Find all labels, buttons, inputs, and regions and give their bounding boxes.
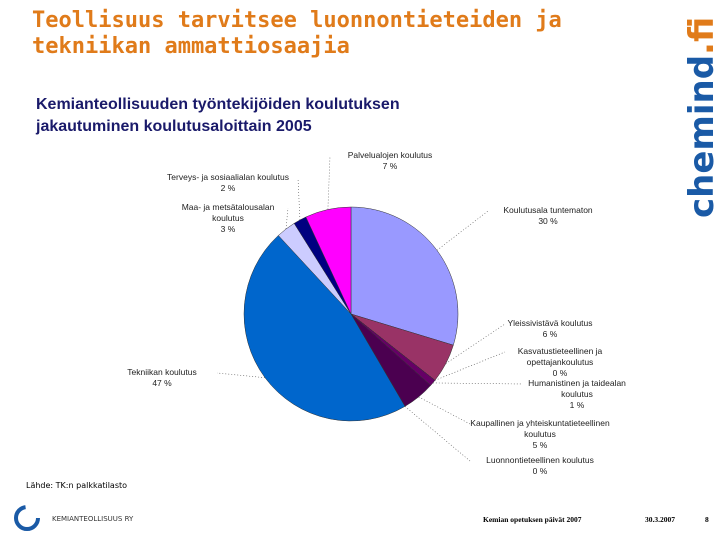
leader-line	[285, 207, 289, 230]
value-label: 47 %	[152, 378, 172, 388]
org-logo-icon	[14, 505, 40, 531]
category-label: Tekniikan koulutus	[127, 367, 197, 377]
category-label: Yleissivistävä koulutus	[507, 318, 593, 328]
category-label: Maa- ja metsätalousalan koulutus	[181, 202, 275, 223]
page-number: 8	[705, 515, 709, 524]
pie-slice	[243, 235, 406, 422]
leader-line	[297, 177, 301, 220]
leader-line	[434, 351, 506, 381]
source: Lähde: TK:n palkkatilasto	[26, 481, 128, 490]
value-label: 0 %	[532, 466, 548, 476]
leader-line	[216, 372, 266, 378]
slice-label: Palvelualojen koulutus 7 %	[330, 150, 450, 172]
slice-label: Humanistinen ja taidealan koulutus 1 %	[522, 378, 632, 411]
pie-slice	[305, 206, 352, 315]
leader-line	[404, 406, 471, 462]
pie-slice	[350, 206, 459, 346]
category-label: Koulutusala tuntematon	[503, 205, 593, 215]
value-label: 5 %	[532, 440, 548, 450]
slice-label: Luonnontieteellinen koulutus 0 %	[470, 455, 610, 477]
category-label: Luonnontieteellinen koulutus	[486, 455, 594, 465]
category-label: Palvelualojen koulutus	[347, 150, 433, 160]
chart-title: Kemianteollisuuden työntekijöiden koulut…	[36, 94, 400, 138]
value-label: 30 %	[538, 216, 558, 226]
value-label: 7 %	[382, 161, 398, 171]
value-label: 0 %	[552, 368, 568, 378]
category-label: Kaupallinen ja yhteiskuntatieteellinen k…	[470, 418, 610, 439]
category-label: Terveys- ja sosiaalialan koulutus	[167, 172, 289, 182]
category-label: Kasvatustieteellinen ja opettajankoulutu…	[517, 346, 603, 367]
org-name: KEMIANTEOLLISUUS RY	[52, 515, 134, 523]
value-label: 2 %	[220, 183, 236, 193]
slide-title: Teollisuus tarvitsee luonnontieteiden ja…	[32, 8, 562, 60]
leader-line	[418, 396, 471, 425]
slice-label: Maa- ja metsätalousalan koulutus 3 %	[168, 202, 288, 235]
chart-title-line: Kemianteollisuuden työntekijöiden koulut…	[36, 96, 400, 113]
title-line: Teollisuus tarvitsee luonnontieteiden ja	[32, 8, 562, 33]
value-label: 1 %	[569, 400, 585, 410]
slice-label: Tekniikan koulutus 47 %	[107, 367, 217, 389]
chart-title-line: jakautuminen koulutusaloittain 2005	[36, 118, 312, 135]
slice-label: Terveys- ja sosiaalialan koulutus 2 %	[158, 172, 298, 194]
date: 30.3.2007	[645, 515, 675, 524]
slice-label: Yleissivistävä koulutus 6 %	[505, 318, 595, 340]
event: Kemian opetuksen päivät 2007	[483, 515, 582, 524]
value-label: 3 %	[220, 224, 236, 234]
slice-label: Kasvatustieteellinen ja opettajankoulutu…	[505, 346, 615, 379]
slice-label: Koulutusala tuntematon 30 %	[488, 205, 608, 227]
title-line: tekniikan ammattiosaajia	[32, 34, 350, 59]
leader-line	[432, 382, 523, 385]
slice-label: Kaupallinen ja yhteiskuntatieteellinen k…	[470, 418, 610, 451]
category-label: Humanistinen ja taidealan koulutus	[528, 378, 626, 399]
leader-line	[436, 210, 489, 251]
value-label: 6 %	[542, 329, 558, 339]
